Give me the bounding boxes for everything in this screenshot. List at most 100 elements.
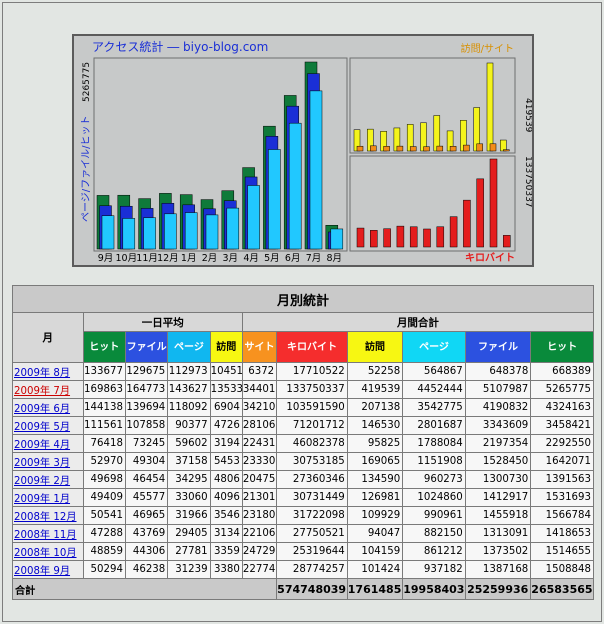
value-cell: 52258: [346, 362, 404, 381]
value-cell: 1024860: [402, 488, 466, 507]
value-cell: 1373502: [464, 542, 532, 561]
value-cell: 24729: [241, 542, 278, 561]
col-daily-files: ファイル: [124, 331, 169, 363]
month-link[interactable]: 2008年 9月: [14, 566, 71, 577]
value-cell: 5453: [209, 452, 243, 471]
value-cell: 1528450: [464, 452, 532, 471]
month-cell: 2008年 11月: [12, 524, 84, 543]
value-cell: 45577: [124, 488, 169, 507]
value-cell: 1387168: [464, 560, 532, 579]
month-cell: 2009年 5月: [12, 416, 84, 435]
value-cell: 937182: [402, 560, 466, 579]
page-bar: [330, 228, 344, 250]
month-link[interactable]: 2008年 10月: [14, 548, 77, 559]
value-cell: 49409: [82, 488, 126, 507]
month-link[interactable]: 2009年 1月: [14, 494, 71, 505]
month-link[interactable]: 2009年 3月: [14, 458, 71, 469]
table-row: 2008年 11月 47288 43769 29405 3134 22106 2775052…: [12, 524, 594, 543]
value-cell: 59602: [167, 434, 211, 453]
total-label: 合計: [11, 578, 278, 600]
kilobyte-bar: [463, 199, 471, 248]
site-bar: [436, 145, 444, 152]
value-cell: 22774: [241, 560, 278, 579]
value-cell: 34295: [167, 470, 211, 489]
kilobyte-bar: [370, 230, 378, 248]
col-visits: 訪問: [346, 331, 404, 363]
kilobyte-bars: [356, 158, 511, 248]
value-cell: 169863: [82, 380, 126, 399]
value-cell: 3542775: [402, 398, 466, 417]
month-cell: 2009年 3月: [12, 452, 84, 471]
month-cell: 2009年 2月: [12, 470, 84, 489]
value-cell: 50294: [82, 560, 126, 579]
value-cell: 134590: [346, 470, 404, 489]
month-link[interactable]: 2009年 6月: [14, 404, 71, 415]
value-cell: 28106: [241, 416, 278, 435]
value-cell: 3359: [209, 542, 243, 561]
value-cell: 103591590: [276, 398, 348, 417]
value-cell: 1566784: [530, 506, 594, 525]
value-cell: 1455918: [464, 506, 532, 525]
month-link[interactable]: 2009年 4月: [14, 440, 71, 451]
value-cell: 112973: [167, 362, 211, 381]
table-title: 月別統計: [12, 285, 594, 313]
month-link[interactable]: 2009年 5月: [14, 422, 71, 433]
col-daily-visits: 訪問: [209, 331, 243, 363]
value-cell: 564867: [402, 362, 466, 381]
value-cell: 43769: [124, 524, 169, 543]
value-cell: 27781: [167, 542, 211, 561]
x-tick-label: 2月: [202, 253, 218, 264]
chart-bottom-right-max: 133750337: [523, 156, 532, 208]
x-tick-label: 6月: [285, 253, 301, 264]
value-cell: 34210: [241, 398, 278, 417]
col-daily-hits: ヒット: [82, 331, 126, 363]
site-bar: [503, 149, 510, 152]
monthly-stats-panel: 月別統計 月 一日平均 月間合計 ヒット ファイル ページ 訪問 サイト キロバ…: [11, 285, 595, 600]
table-row: 2008年 12月 50541 46965 31966 3546 23180 3172209…: [12, 506, 594, 525]
value-cell: 4726: [209, 416, 243, 435]
visit-bar: [486, 62, 494, 152]
value-cell: 129675: [124, 362, 169, 381]
value-cell: 27360346: [276, 470, 348, 489]
value-cell: 3343609: [464, 416, 532, 435]
page-bar: [205, 214, 219, 250]
value-cell: 73245: [124, 434, 169, 453]
month-link[interactable]: 2008年 12月: [14, 512, 77, 523]
col-daily-pages: ページ: [167, 331, 211, 363]
page-bar: [247, 185, 260, 250]
value-cell: 990961: [402, 506, 466, 525]
x-axis-labels: 9月 10月 11月 12月 1月 2月 3月 4月 5月 6月 7月 8月: [98, 253, 342, 264]
value-cell: 3380: [209, 560, 243, 579]
value-cell: 6372: [241, 362, 278, 381]
value-cell: 1391563: [530, 470, 594, 489]
month-link[interactable]: 2009年 8月: [14, 368, 71, 379]
month-cell: 2009年 4月: [12, 434, 84, 453]
value-cell: 34401: [241, 380, 278, 399]
x-tick-label: 5月: [264, 253, 280, 264]
value-cell: 164773: [124, 380, 169, 399]
site-bar: [423, 146, 430, 152]
table-row: 2009年 3月 52970 49304 37158 5453 23330 30753185…: [12, 452, 594, 471]
total-pages: 19958403: [402, 578, 466, 600]
site-bar: [356, 145, 364, 152]
chart-top-right-max: 419539: [523, 98, 532, 133]
x-tick-label: 9月: [98, 253, 114, 264]
monthly-stats-table: 月別統計 月 一日平均 月間合計 ヒット ファイル ページ 訪問 サイト キロバ…: [11, 285, 595, 600]
value-cell: 50541: [82, 506, 126, 525]
value-cell: 207138: [346, 398, 404, 417]
value-cell: 46238: [124, 560, 169, 579]
site-bar: [396, 145, 404, 152]
value-cell: 13533: [209, 380, 243, 399]
month-link[interactable]: 2009年 2月: [14, 476, 71, 487]
value-cell: 76418: [82, 434, 126, 453]
col-hits: ヒット: [530, 331, 594, 363]
col-pages: ページ: [402, 331, 466, 363]
value-cell: 5107987: [464, 380, 532, 399]
value-cell: 1418653: [530, 524, 594, 543]
month-link[interactable]: 2008年 11月: [14, 530, 77, 541]
month-link[interactable]: 2009年 7月: [14, 386, 71, 397]
value-cell: 49698: [82, 470, 126, 489]
kilobyte-bar: [489, 158, 498, 248]
value-cell: 107858: [124, 416, 169, 435]
